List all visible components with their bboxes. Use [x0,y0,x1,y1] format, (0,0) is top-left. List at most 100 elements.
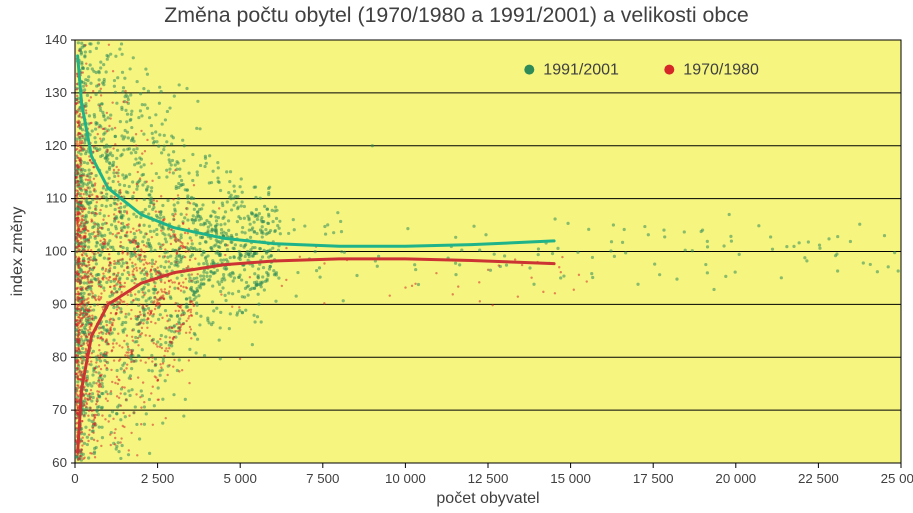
data-point [180,256,183,259]
data-point [164,288,166,290]
data-point [93,267,95,269]
data-point [151,259,154,262]
data-point [117,317,120,320]
data-point [146,327,148,329]
data-point [187,310,189,312]
data-point [135,215,138,218]
data-point [142,235,145,238]
data-point [178,248,180,250]
data-point [472,225,475,228]
data-point [612,223,615,226]
data-point [139,267,141,269]
data-point [120,106,123,109]
data-point [92,166,94,168]
data-point [110,444,112,446]
data-point [143,423,146,426]
data-point [256,315,259,318]
data-point [87,275,89,277]
data-point [117,169,119,171]
data-point [121,173,124,176]
data-point [487,269,489,271]
data-point [123,184,126,187]
data-point [116,303,118,305]
data-point [342,299,345,302]
data-point [113,304,115,306]
data-point [114,208,117,211]
data-point [109,433,111,435]
data-point [201,203,204,206]
data-point [128,239,130,241]
data-point [156,200,158,202]
data-point [76,422,78,424]
data-point [246,215,249,218]
data-point [85,62,87,64]
data-point [93,439,95,441]
data-point [116,395,118,397]
data-point [89,267,91,269]
data-point [97,304,99,306]
data-point [215,307,218,310]
data-point [113,359,115,361]
data-point [110,390,112,392]
data-point [76,361,78,363]
data-point [106,324,108,326]
data-point [93,303,96,306]
data-point [243,268,246,271]
data-point [89,82,92,85]
data-point [151,132,154,135]
data-point [79,158,81,160]
data-point [126,334,128,336]
data-point [172,150,175,153]
data-point [75,237,77,239]
data-point [94,367,96,369]
data-point [85,307,87,309]
data-point [130,432,132,434]
data-point [105,333,107,335]
data-point [155,210,157,212]
data-point [81,431,83,433]
data-point [143,244,145,246]
data-point [115,412,118,415]
data-point [193,247,196,250]
data-point [184,398,187,401]
data-point [120,310,122,312]
data-point [180,289,182,291]
data-point [164,379,167,382]
data-point [179,241,181,243]
data-point [75,373,77,375]
data-point [127,453,130,456]
data-point [785,245,788,248]
data-point [194,281,197,284]
data-point [148,262,150,264]
data-point [542,291,544,293]
data-point [130,388,133,391]
data-point [83,277,85,279]
data-point [233,190,236,193]
data-point [180,304,182,306]
data-point [86,336,88,338]
data-point [130,378,132,380]
data-point [75,293,77,295]
data-point [115,275,117,277]
data-point [95,47,98,50]
data-point [126,224,128,226]
data-point [198,127,201,130]
data-point [653,262,656,265]
data-point [83,148,85,150]
data-point [218,283,221,286]
data-point [206,319,209,322]
data-point [199,274,202,277]
data-point [79,350,81,352]
data-point [139,165,142,168]
data-point [98,71,101,74]
data-point [173,208,176,211]
data-point [153,204,155,206]
data-point [79,281,81,283]
data-point [140,114,143,117]
data-point [249,276,251,278]
data-point [189,326,191,328]
data-point [91,220,93,222]
data-point [99,61,102,64]
data-point [130,151,133,154]
data-point [210,248,213,251]
